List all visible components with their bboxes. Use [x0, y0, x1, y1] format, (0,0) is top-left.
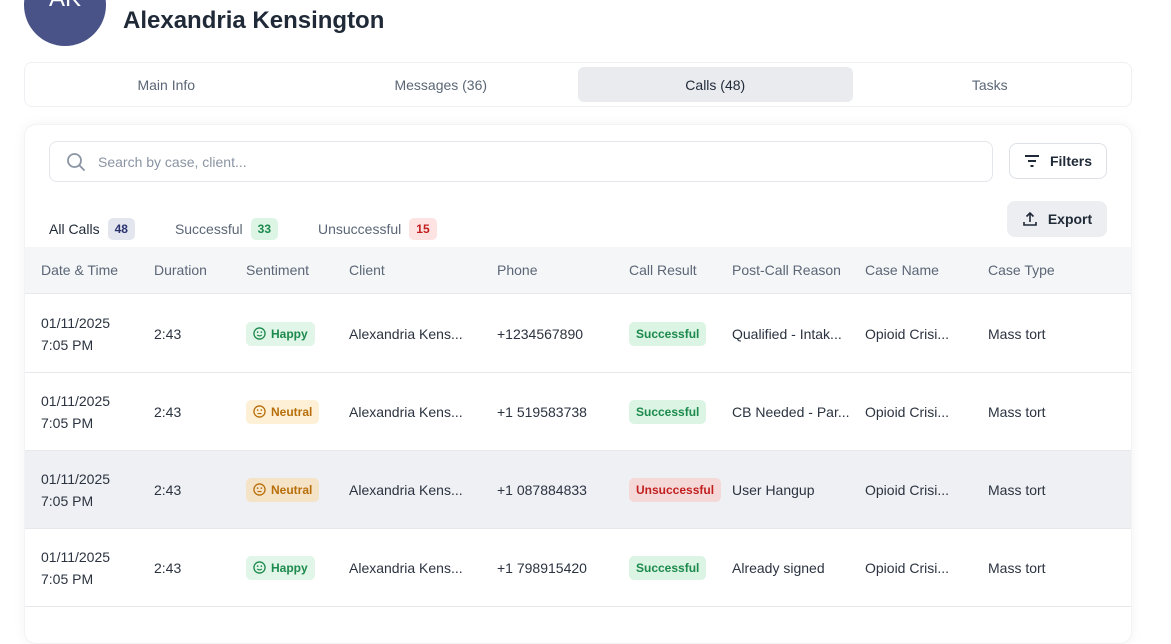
date-time: 01/11/2025 7:05 PM	[41, 373, 110, 450]
post-call-reason: Qualified - Intak...	[732, 325, 842, 342]
date-time: 01/11/2025 7:05 PM	[41, 295, 110, 372]
phone: +1 798915420	[497, 559, 587, 576]
column-header[interactable]: Call Result	[629, 262, 697, 278]
case-name: Opioid Crisi...	[865, 325, 950, 342]
export-label: Export	[1047, 211, 1093, 227]
post-call-reason: User Hangup	[732, 481, 815, 498]
sentiment-badge: Happy	[246, 321, 315, 346]
post-call-reason: Already signed	[732, 559, 825, 576]
case-name: Opioid Crisi...	[865, 481, 950, 498]
table-row[interactable]: 01/11/2025 7:05 PM 2:43 Happy Alexandria Ken…	[25, 529, 1131, 607]
tab-main-info[interactable]: Main Info	[137, 76, 196, 93]
smile-icon	[253, 561, 266, 574]
call-time: 7:05 PM	[41, 492, 94, 509]
phone: +1234567890	[497, 325, 584, 342]
client: Alexandria Kens...	[349, 559, 463, 576]
case-type: Mass tort	[988, 325, 1046, 342]
phone: +1 087884833	[497, 481, 587, 498]
client: Alexandria Kens...	[349, 403, 463, 420]
table-row[interactable]: 01/11/2025 7:05 PM 2:43 Neutral Alexandria K…	[25, 373, 1131, 451]
subtab-label: Unsuccessful	[318, 221, 402, 237]
sentiment-label: Neutral	[271, 482, 313, 497]
table-row[interactable]: 01/11/2025 7:05 PM 2:43 Happy Alexandria Ken…	[25, 295, 1131, 373]
call-date: 01/11/2025	[41, 470, 111, 487]
table-row[interactable]: 01/11/2025 7:05 PM 2:43 Neutral Alexandria K…	[25, 451, 1131, 529]
search-input[interactable]	[98, 153, 898, 170]
sentiment-label: Neutral	[271, 404, 313, 419]
date-time: 01/11/2025 7:05 PM	[41, 451, 110, 528]
sentiment-badge: Happy	[246, 555, 315, 580]
duration: 2:43	[154, 403, 182, 420]
call-date: 01/11/2025	[41, 392, 111, 409]
page-title: Alexandria Kensington	[123, 7, 385, 34]
call-result-badge: Unsuccessful	[629, 477, 722, 502]
calls-card: Filters All Calls 48 Successful 33 Unsucce…	[24, 124, 1132, 644]
sentiment-badge: Neutral	[246, 399, 320, 424]
phone: +1 519583738	[497, 403, 587, 420]
call-result-badge: Successful	[629, 555, 707, 580]
case-type: Mass tort	[988, 559, 1046, 576]
case-name: Opioid Crisi...	[865, 403, 950, 420]
subtab-label: Successful	[174, 221, 243, 237]
subtab-label: All Calls	[49, 221, 100, 237]
call-date: 01/11/2025	[41, 314, 111, 331]
column-header[interactable]: Date & Time	[41, 262, 119, 278]
upload-icon	[1023, 211, 1037, 226]
column-header[interactable]: Phone	[497, 262, 538, 278]
subtab-successful[interactable]: Successful 33	[175, 211, 278, 247]
avatar: AK	[24, 0, 106, 46]
call-result-badge: Successful	[629, 321, 707, 346]
sentiment-badge: Neutral	[246, 477, 320, 502]
call-date: 01/11/2025	[41, 548, 111, 565]
client: Alexandria Kens...	[349, 325, 463, 342]
duration: 2:43	[154, 325, 182, 342]
search-box[interactable]	[49, 141, 993, 182]
count-badge: 33	[250, 218, 278, 240]
column-header[interactable]: Duration	[154, 262, 207, 278]
call-time: 7:05 PM	[41, 414, 94, 431]
call-filter-tabs: All Calls 48 Successful 33 Unsuccessful 15	[49, 211, 437, 249]
subtab-all-calls[interactable]: All Calls 48	[49, 211, 135, 249]
column-header[interactable]: Client	[349, 262, 385, 278]
call-result-badge: Successful	[629, 399, 707, 424]
sentiment-label: Happy	[271, 326, 308, 341]
call-time: 7:05 PM	[41, 570, 94, 587]
client: Alexandria Kens...	[349, 481, 463, 498]
subtab-unsuccessful[interactable]: Unsuccessful 15	[318, 211, 437, 247]
date-time: 01/11/2025 7:05 PM	[41, 529, 110, 606]
count-badge: 15	[409, 218, 437, 240]
call-time: 7:05 PM	[41, 336, 94, 353]
search-icon	[67, 152, 85, 171]
neutral-face-icon	[253, 405, 266, 418]
table-header: Date & Time Duration Sentiment Client Phone C…	[25, 247, 1131, 294]
filter-icon	[1024, 155, 1039, 167]
duration: 2:43	[154, 481, 182, 498]
filters-button[interactable]: Filters	[1009, 143, 1107, 179]
avatar-initials: AK	[49, 0, 81, 13]
case-type: Mass tort	[988, 481, 1046, 498]
duration: 2:43	[154, 559, 182, 576]
tab-messages[interactable]: Messages (36)	[394, 76, 488, 93]
column-header[interactable]: Case Name	[865, 262, 939, 278]
tab-calls[interactable]: Calls (48)	[578, 67, 853, 102]
case-type: Mass tort	[988, 403, 1046, 420]
case-name: Opioid Crisi...	[865, 559, 950, 576]
sentiment-label: Happy	[271, 560, 308, 575]
column-header[interactable]: Case Type	[988, 262, 1055, 278]
smile-icon	[253, 327, 266, 340]
export-button[interactable]: Export	[1007, 201, 1107, 237]
filters-label: Filters	[1049, 153, 1092, 169]
tab-tasks[interactable]: Tasks	[971, 76, 1008, 93]
post-call-reason: CB Needed - Par...	[732, 403, 850, 420]
column-header[interactable]: Sentiment	[246, 262, 310, 278]
neutral-face-icon	[253, 483, 266, 496]
column-header[interactable]: Post-Call Reason	[732, 262, 841, 278]
profile-tabs: Main Info Messages (36) Calls (48) Tasks	[24, 62, 1132, 107]
count-badge: 48	[107, 218, 135, 240]
